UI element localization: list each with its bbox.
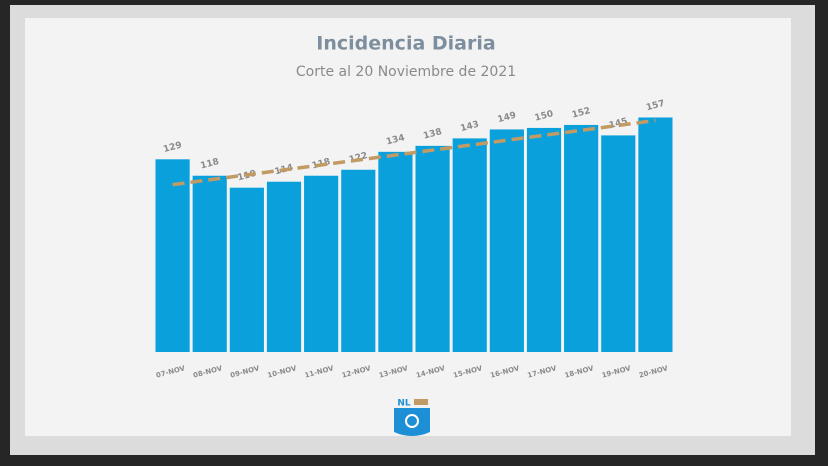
logo-emblem [405, 414, 419, 428]
bar [192, 175, 227, 352]
bar [564, 124, 599, 352]
value-label: 149 [497, 111, 518, 126]
bar [601, 135, 636, 352]
logo-shield [394, 408, 430, 436]
chart-subtitle: Corte al 20 Noviembre de 2021 [296, 64, 516, 80]
value-label: 118 [199, 157, 220, 172]
bar [266, 181, 302, 352]
value-label: 150 [534, 109, 555, 124]
bar [378, 151, 413, 352]
chart-title: Incidencia Diaria [316, 33, 495, 55]
bar [526, 127, 562, 352]
bar [229, 187, 264, 352]
bar [155, 159, 190, 352]
logo-text: NL [397, 399, 411, 409]
value-label: 138 [422, 127, 443, 142]
value-label: 129 [162, 141, 183, 156]
bar [415, 145, 450, 352]
bar [638, 117, 673, 352]
trend-line [172, 118, 656, 187]
bar [341, 169, 376, 352]
bar [452, 138, 487, 352]
bar [304, 175, 339, 352]
value-label: 157 [645, 99, 666, 114]
logo-crown [414, 399, 428, 405]
logo: NL [394, 399, 430, 436]
bar [489, 129, 524, 352]
value-label: 143 [459, 120, 480, 135]
value-label: 134 [385, 133, 406, 148]
value-label: 152 [571, 106, 592, 121]
value-label: 145 [608, 117, 629, 132]
